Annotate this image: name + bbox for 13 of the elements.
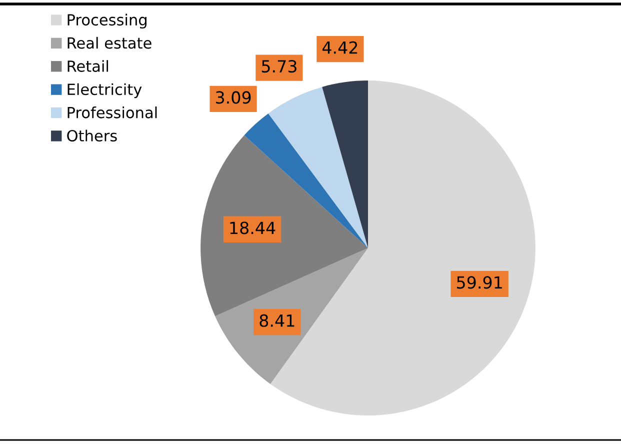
legend-label: Retail: [68, 60, 108, 72]
legend-label: Others: [67, 130, 117, 142]
legend-label: Professional: [68, 106, 157, 118]
data-label: 18.44: [230, 222, 276, 234]
data-label: 4.42: [322, 41, 358, 54]
legend-label: Real estate: [68, 36, 152, 49]
data-label: 59.91: [457, 276, 502, 289]
data-label: 3.09: [216, 91, 251, 104]
legend-label: Processing: [68, 14, 146, 29]
legend-label: Electricity: [68, 83, 142, 98]
data-label: 5.73: [262, 60, 296, 73]
pie-slice: [322, 80, 368, 248]
data-label: 8.41: [260, 314, 294, 327]
